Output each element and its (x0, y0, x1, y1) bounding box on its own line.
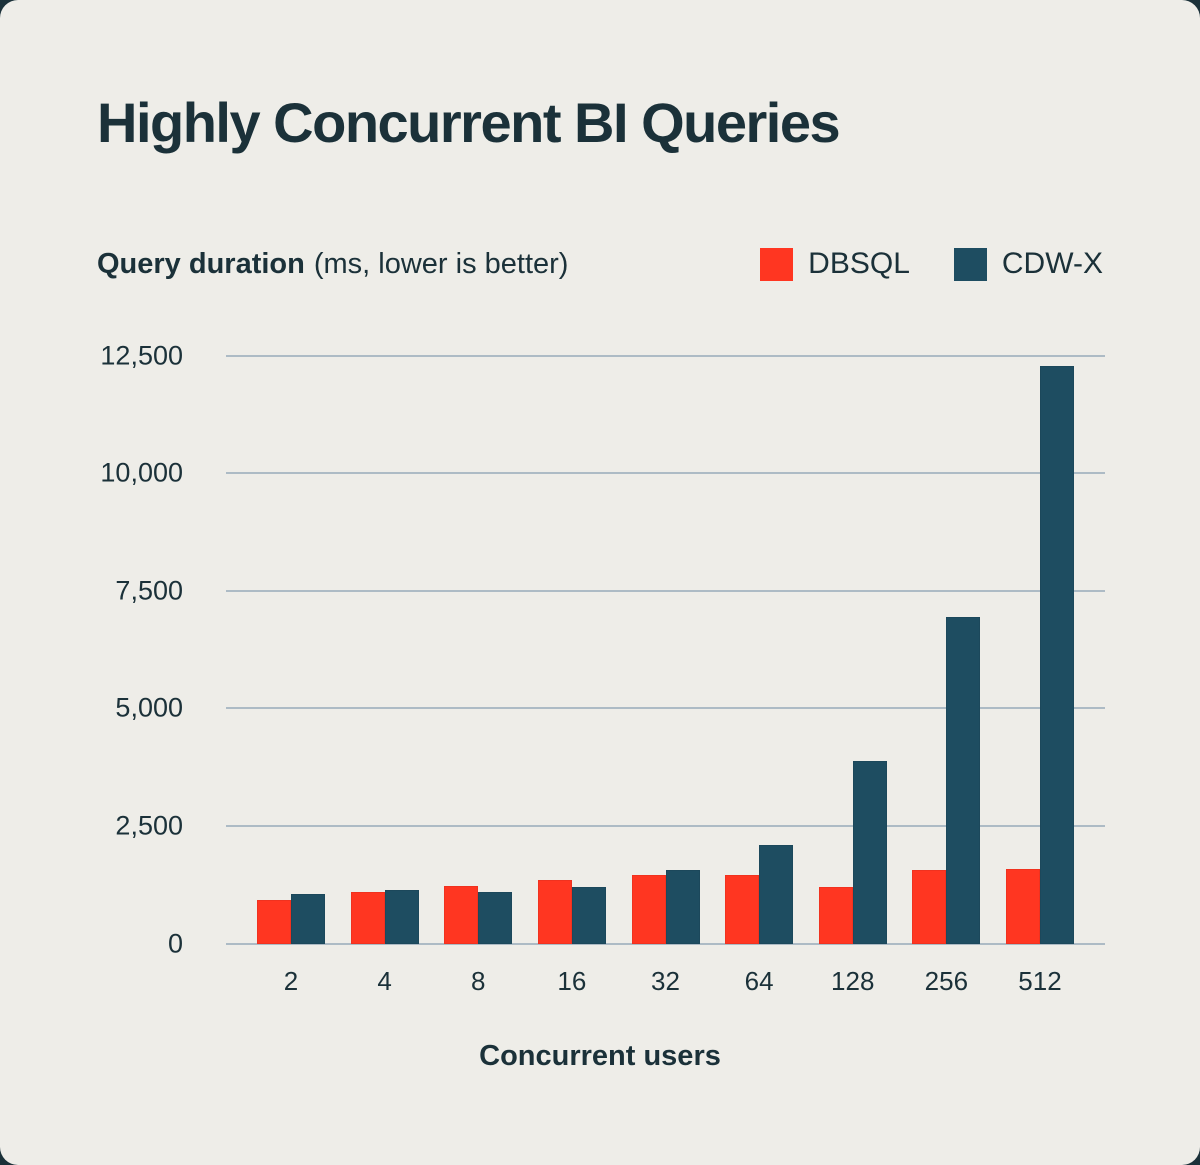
bar-dbsql-256 (912, 869, 947, 944)
bar-cdwx-4 (384, 889, 419, 944)
bar-cdwx-32 (665, 869, 700, 944)
subtitle-legend-row: Query duration (ms, lower is better) DBSQ… (97, 247, 1103, 282)
bar-dbsql-128 (818, 886, 853, 944)
gridline (226, 942, 1105, 945)
bar-group-8: 8 (444, 886, 513, 996)
bar-cdwx-16 (571, 886, 606, 944)
x-axis-tick-label: 2 (283, 965, 299, 996)
chart-subtitle: Query duration (ms, lower is better) (97, 247, 568, 282)
x-axis-tick-label: 16 (557, 965, 587, 996)
bar-cdwx-256 (946, 617, 981, 944)
bar-cdwx-64 (759, 844, 794, 944)
legend-label-dbsql: DBSQL (808, 247, 910, 281)
bar-group-16: 16 (537, 880, 606, 996)
bar-cdwx-512 (1040, 365, 1074, 944)
bars-row: 2 4 8 16 32 64 128 256 512 (226, 356, 1105, 996)
y-axis-tick-label: 2,500 (115, 810, 183, 841)
gridline (226, 707, 1105, 710)
y-axis-tick-label: 10,000 (100, 457, 183, 488)
x-axis-title: Concurrent users (479, 1039, 721, 1072)
legend-label-cdwx: CDW-X (1001, 247, 1103, 281)
bar-dbsql-32 (631, 874, 666, 944)
bar-cdwx-128 (852, 761, 887, 944)
bar-group-32: 32 (631, 869, 700, 996)
x-axis-tick-label: 4 (377, 965, 392, 996)
bar-dbsql-512 (1006, 869, 1040, 944)
bar-dbsql-8 (444, 886, 479, 944)
subtitle-note: (ms, lower is better) (313, 247, 569, 280)
bar-group-512: 512 (1006, 365, 1074, 996)
gridline (226, 824, 1105, 827)
y-axis-tick-label: 0 (167, 928, 183, 959)
dbsql-swatch-icon (760, 247, 794, 281)
bar-dbsql-2 (257, 900, 291, 944)
subtitle-main: Query duration (97, 247, 305, 280)
y-axis-tick-label: 7,500 (115, 575, 183, 606)
x-axis-tick-label: 128 (831, 965, 875, 996)
bar-group-64: 64 (725, 844, 794, 996)
bar-group-4: 4 (350, 889, 419, 996)
bar-cdwx-8 (478, 891, 513, 944)
x-axis-tick-label: 32 (651, 965, 680, 996)
bar-dbsql-4 (350, 892, 385, 944)
bar-dbsql-64 (725, 875, 760, 944)
gridline (226, 472, 1105, 475)
x-axis-tick-label: 8 (471, 965, 486, 996)
bar-group-128: 128 (818, 761, 887, 996)
legend-item-cdwx: CDW-X (953, 247, 1103, 281)
x-axis-tick-label: 512 (1018, 965, 1062, 996)
cdwx-swatch-icon (953, 247, 987, 281)
x-axis-tick-label: 64 (744, 965, 774, 996)
x-axis-tick-label: 256 (924, 965, 969, 996)
y-axis-tick-label: 12,500 (100, 340, 183, 371)
bar-group-2: 2 (257, 894, 325, 996)
legend: DBSQL CDW-X (760, 247, 1103, 281)
chart-title: Highly Concurrent BI Queries (97, 91, 841, 154)
gridline (226, 589, 1105, 592)
bar-dbsql-16 (537, 880, 572, 944)
gridline (226, 354, 1105, 357)
bar-cdwx-2 (291, 894, 325, 944)
plot-area: 2 4 8 16 32 64 128 256 512 12,500 10,000 7,500 5,00… (100, 340, 1105, 996)
bar-group-256: 256 (912, 617, 981, 996)
legend-item-dbsql: DBSQL (760, 247, 910, 281)
y-axis-tick-label: 5,000 (115, 692, 183, 723)
